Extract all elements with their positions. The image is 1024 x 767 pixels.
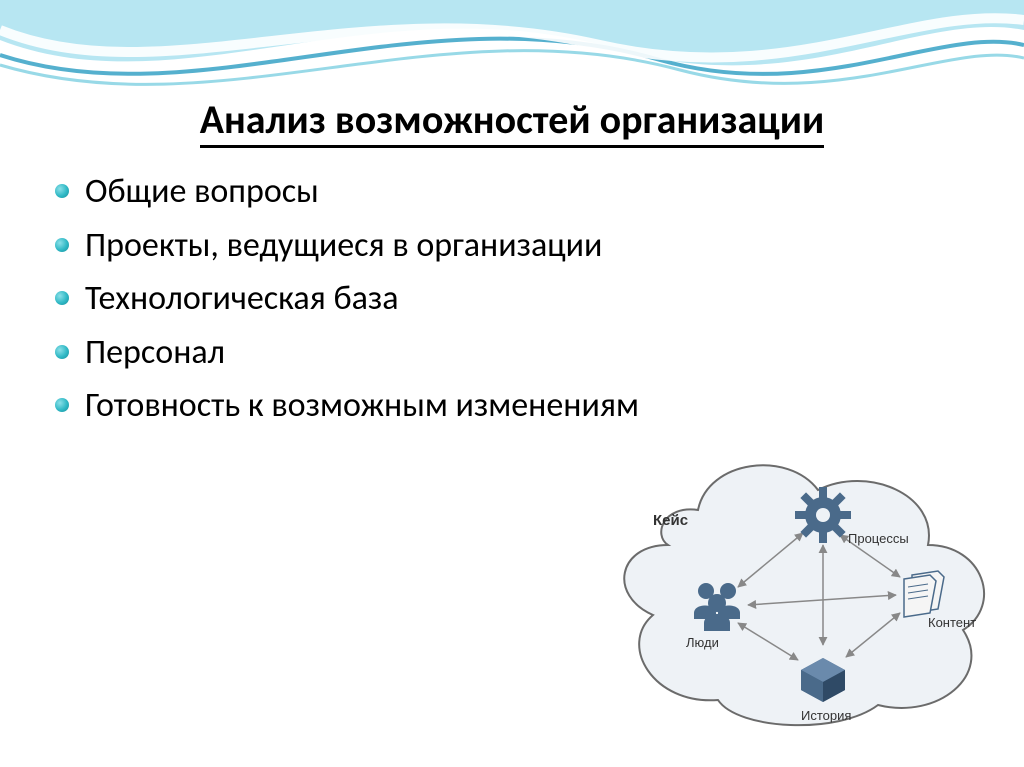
list-item: Проекты, ведущиеся в организации [55, 224, 675, 268]
node-label-history: История [801, 708, 851, 723]
list-item: Общие вопросы [55, 170, 675, 214]
bullet-list: Общие вопросы Проекты, ведущиеся в орган… [55, 170, 675, 438]
case-diagram: Кейс Процессы [598, 415, 998, 735]
gear-icon [795, 487, 851, 543]
list-item: Готовность к возможным изменениям [55, 384, 675, 428]
node-label-people: Люди [686, 635, 719, 650]
slide-title-text: Анализ возможностей организации [200, 95, 825, 148]
list-item: Персонал [55, 331, 675, 375]
cloud-label: Кейс [653, 512, 688, 529]
list-item: Технологическая база [55, 277, 675, 321]
slide-title: Анализ возможностей организации [0, 95, 1024, 144]
node-label-processes: Процессы [848, 531, 909, 546]
node-label-content: Контент [928, 615, 976, 630]
